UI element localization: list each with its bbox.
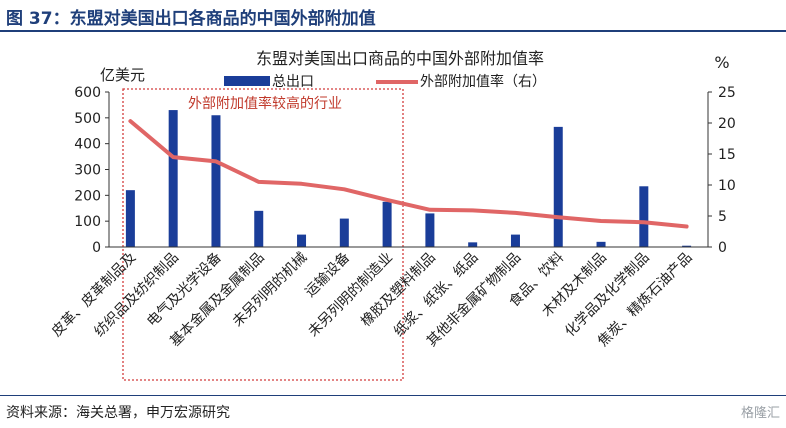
bar-total-export <box>297 234 307 247</box>
bar-total-export <box>553 126 563 247</box>
line-point <box>557 216 559 218</box>
bar-total-export <box>339 218 349 247</box>
line-point <box>386 199 388 201</box>
left-tick-label: 100 <box>74 214 101 230</box>
legend-line-label: 外部附加值率（右） <box>420 73 546 90</box>
left-tick-label: 400 <box>74 137 101 153</box>
x-tick-label: 橡胶及塑料制品 <box>357 249 438 330</box>
bar-total-export <box>468 242 478 247</box>
bar-total-export <box>125 190 135 247</box>
x-tick-label: 电气及光学设备 <box>143 249 224 330</box>
line-point <box>301 183 303 185</box>
bar-total-export <box>639 186 649 247</box>
right-tick-label: 10 <box>718 178 736 194</box>
figure-title: 图 37：东盟对美国出口各商品的中国外部附加值 <box>6 9 376 29</box>
bar-total-export <box>211 115 221 247</box>
bar-total-export <box>254 210 264 247</box>
left-tick-label: 0 <box>92 240 101 256</box>
line-point <box>600 220 602 222</box>
line-point <box>172 156 174 158</box>
watermark: 格隆汇 <box>740 406 780 421</box>
right-tick-label: 20 <box>718 116 736 132</box>
line-point <box>343 188 345 190</box>
legend-bar-label: 总出口 <box>272 74 314 90</box>
chart-title: 东盟对美国出口商品的中国外部附加值率 <box>256 49 544 68</box>
line-point <box>514 212 516 214</box>
line-value-added-rate <box>128 119 689 229</box>
bar-total-export <box>596 241 606 247</box>
right-tick-label: 5 <box>718 209 727 225</box>
left-axis-unit: 亿美元 <box>100 66 145 84</box>
x-tick-label: 未另列明的机械 <box>230 250 311 331</box>
legend-bar-swatch <box>224 76 270 86</box>
line-point <box>215 160 217 162</box>
top-rule <box>0 30 786 32</box>
right-tick-label: 15 <box>718 147 736 163</box>
bottom-rule <box>0 395 786 396</box>
highlight-annotation: 外部附加值率较高的行业 <box>188 95 342 112</box>
left-tick-label: 600 <box>74 85 101 101</box>
left-tick-label: 200 <box>74 188 101 204</box>
right-axis-unit: % <box>714 53 729 72</box>
line-point <box>129 120 131 122</box>
highlight-box <box>122 88 404 381</box>
bar-total-export <box>382 201 392 247</box>
bar-total-export <box>168 110 178 247</box>
bar-total-export <box>425 213 435 247</box>
left-tick-label: 500 <box>74 111 101 127</box>
line-point <box>258 181 260 183</box>
line-point <box>472 209 474 211</box>
line-point <box>429 209 431 211</box>
right-tick-label: 25 <box>718 85 736 101</box>
chart: 东盟对美国出口商品的中国外部附加值率 亿美元 % 总出口 外部附加值率（右） 外… <box>49 49 736 381</box>
source-note: 资料来源：海关总署，申万宏源研究 <box>6 405 230 421</box>
line-point <box>686 226 688 228</box>
bar-total-export <box>682 245 692 247</box>
right-tick-label: 0 <box>718 240 727 256</box>
bar-total-export <box>510 234 520 247</box>
line-point <box>643 221 645 223</box>
left-tick-label: 300 <box>74 163 101 179</box>
